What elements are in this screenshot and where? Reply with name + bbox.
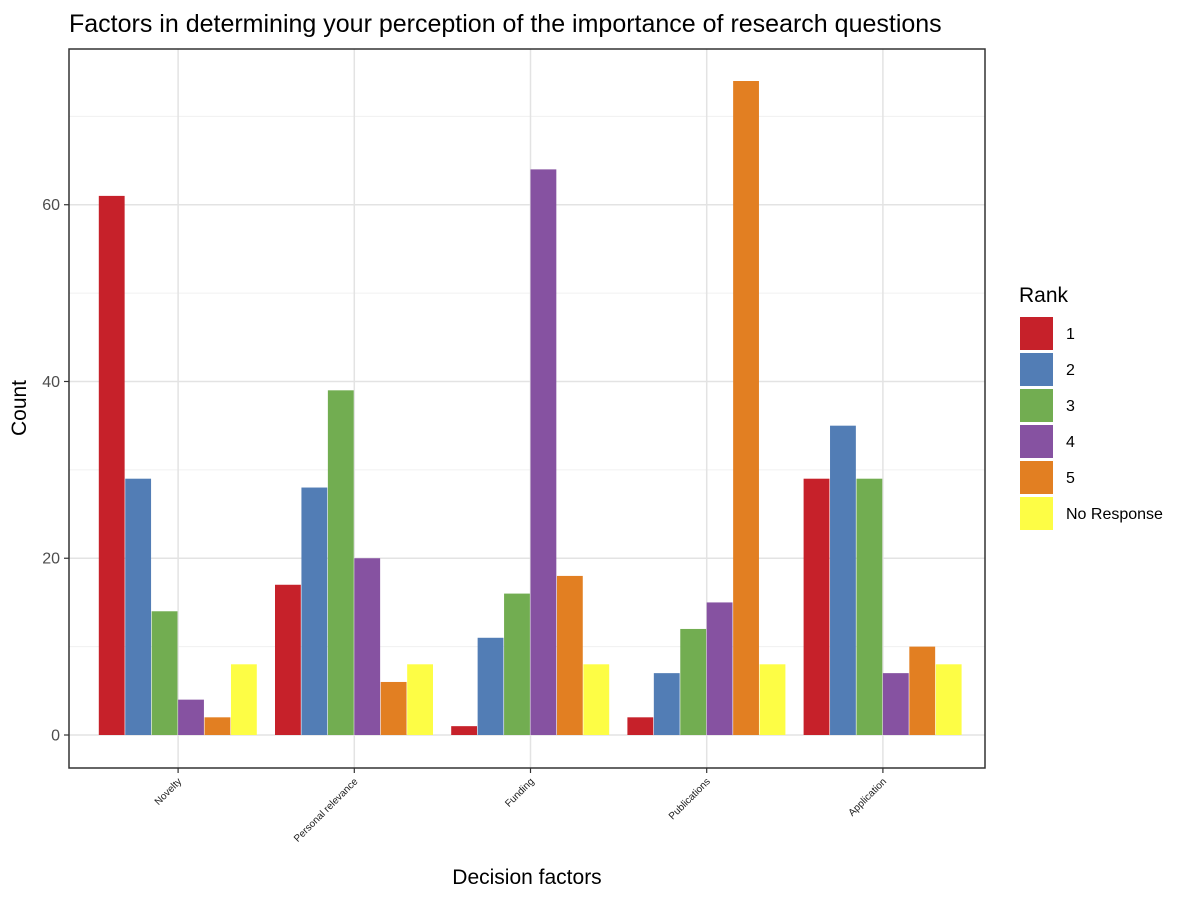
bar-application-rank-4 (882, 673, 909, 735)
bar-funding-rank-3 (504, 593, 530, 735)
x-tick-label-application: Application (847, 776, 889, 818)
legend-label-3: 3 (1066, 398, 1075, 415)
y-tick-label: 40 (42, 374, 60, 391)
x-tick-label-funding: Funding (503, 776, 536, 809)
legend-title: Rank (1019, 284, 1069, 307)
bar-personal-relevance-rank-no-response (407, 664, 433, 735)
bar-application-rank-1 (803, 478, 830, 735)
legend-label-2: 2 (1066, 362, 1075, 379)
bar-novelty-rank-1 (98, 195, 125, 735)
bar-funding-rank-2 (477, 637, 504, 735)
y-tick-label: 0 (51, 728, 60, 745)
bar-publications-rank-no-response (759, 664, 786, 735)
bars (98, 81, 962, 735)
x-axis-title: Decision factors (452, 866, 601, 889)
bar-novelty-rank-3 (151, 611, 178, 735)
y-axis-title: Count (8, 380, 31, 436)
bar-personal-relevance-rank-4 (354, 558, 381, 735)
bar-application-rank-5 (909, 646, 936, 735)
bar-novelty-rank-4 (178, 699, 204, 735)
bar-application-rank-2 (830, 425, 856, 735)
bar-personal-relevance-rank-3 (327, 390, 354, 735)
legend-label-4: 4 (1066, 434, 1075, 451)
bar-application-rank-3 (856, 478, 883, 735)
bar-publications-rank-1 (627, 717, 654, 735)
bar-novelty-rank-no-response (230, 664, 257, 735)
bar-publications-rank-2 (653, 673, 680, 735)
chart-title: Factors in determining your perception o… (69, 10, 942, 38)
bar-publications-rank-3 (680, 628, 707, 735)
bar-funding-rank-4 (530, 169, 557, 735)
x-axis: Novelty Personal relevance Funding Publicat… (153, 768, 889, 845)
legend-swatch-4 (1020, 425, 1053, 458)
legend-swatch-2 (1020, 353, 1053, 386)
bar-funding-rank-1 (451, 726, 478, 735)
x-tick-label-personal-relevance: Personal relevance (292, 776, 361, 845)
plot-panel-border (68, 48, 986, 769)
y-tick-label: 20 (42, 551, 60, 568)
legend-swatch-3 (1020, 389, 1053, 422)
bar-personal-relevance-rank-5 (380, 681, 407, 735)
bar-novelty-rank-2 (125, 478, 152, 735)
bar-novelty-rank-5 (204, 717, 231, 735)
bar-personal-relevance-rank-2 (301, 487, 328, 735)
x-tick-label-novelty: Novelty (153, 776, 184, 807)
bar-funding-rank-5 (556, 575, 583, 735)
legend-label-1: 1 (1066, 326, 1075, 343)
legend-label-5: 5 (1066, 470, 1075, 487)
legend-swatch-5 (1020, 461, 1053, 494)
bar-personal-relevance-rank-1 (275, 584, 301, 735)
bar-funding-rank-no-response (583, 664, 610, 735)
legend-swatch-no-response (1020, 497, 1053, 530)
bar-application-rank-no-response (935, 664, 962, 735)
bar-publications-rank-4 (706, 602, 733, 735)
bar-publications-rank-5 (733, 81, 759, 735)
legend: Rank 1 2 3 4 5 No Response (1019, 284, 1163, 530)
y-tick-label: 60 (42, 197, 60, 214)
x-tick-label-publications: Publications (667, 776, 713, 822)
y-axis: 0 20 40 60 (42, 197, 69, 745)
legend-swatch-1 (1020, 317, 1053, 350)
legend-label-no-response: No Response (1066, 506, 1163, 523)
